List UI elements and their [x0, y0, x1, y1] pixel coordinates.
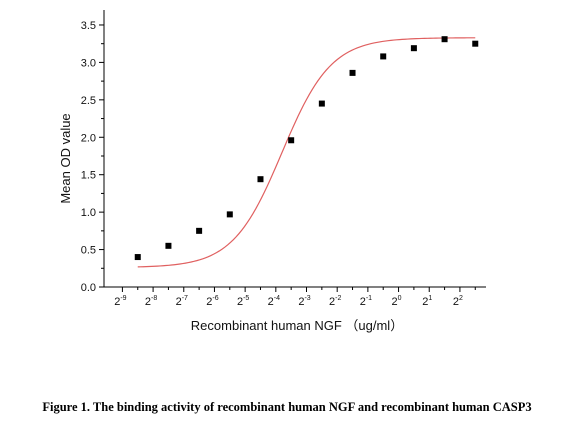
- data-point: [134, 254, 141, 261]
- data-point: [441, 36, 448, 43]
- x-tick-base: 2: [268, 296, 274, 308]
- x-tick-exponent: -3: [304, 295, 310, 302]
- x-tick-exponent: 2: [459, 295, 463, 302]
- data-point: [472, 40, 479, 47]
- y-tick-label: 3.0: [81, 57, 96, 69]
- x-tick-base: 2: [392, 296, 398, 308]
- data-point: [410, 45, 417, 52]
- x-tick-base: 2: [145, 296, 151, 308]
- x-tick-base: 2: [360, 296, 366, 308]
- x-tick-label: 2-3: [298, 295, 310, 308]
- x-tick-label: 2-4: [268, 295, 280, 308]
- y-tick-label: 0.0: [81, 282, 96, 294]
- x-tick-base: 2: [114, 296, 120, 308]
- data-point: [288, 137, 295, 144]
- x-tick-label: 20: [392, 295, 402, 308]
- x-tick-exponent: -5: [243, 295, 249, 302]
- x-tick-label: 21: [422, 295, 432, 308]
- y-tick-label: 1.5: [81, 170, 96, 182]
- x-tick-base: 2: [298, 296, 304, 308]
- x-tick-label: 2-2: [329, 295, 341, 308]
- data-point: [380, 53, 387, 60]
- x-tick-label: 2-1: [360, 295, 372, 308]
- y-axis-label: Mean OD value: [58, 113, 73, 203]
- x-tick-base: 2: [422, 296, 428, 308]
- x-tick-exponent: 1: [428, 295, 432, 302]
- y-tick-label: 2.0: [81, 132, 96, 144]
- x-tick-label: 2-5: [237, 295, 249, 308]
- x-tick-label: 2-8: [145, 295, 157, 308]
- y-tick-label: 2.5: [81, 95, 96, 107]
- y-tick-label: 0.5: [81, 245, 96, 257]
- x-tick-exponent: -4: [274, 295, 280, 302]
- x-tick-label: 2-6: [206, 295, 218, 308]
- chart-area: 0.0 0.5 1.0 1.5 2.0 2.5 3.0 3.5 2-9 2-8 2-7 2-6 2-5 2…: [58, 10, 486, 333]
- x-tick-exponent: -2: [335, 295, 341, 302]
- x-tick-base: 2: [453, 296, 459, 308]
- figure-caption: Figure 1. The binding activity of recomb…: [42, 400, 532, 414]
- x-tick-exponent: -1: [366, 295, 372, 302]
- data-point: [165, 242, 172, 249]
- binding-curve-chart: 0.00.51.01.52.02.53.03.52-9 2-8 2-7 2-6 2-5 2…: [58, 10, 486, 333]
- x-tick-base: 2: [329, 296, 335, 308]
- y-tick-label: 1.0: [81, 207, 96, 219]
- x-axis-label: Recombinant human NGF （ug/ml）: [191, 318, 403, 333]
- y-tick-label: 3.5: [81, 20, 96, 32]
- fit-curve: [137, 37, 476, 268]
- x-tick-exponent: -6: [212, 295, 218, 302]
- x-tick-base: 2: [206, 296, 212, 308]
- x-tick-exponent: -8: [151, 295, 157, 302]
- data-point: [196, 227, 203, 234]
- x-tick-exponent: -9: [120, 295, 126, 302]
- data-point: [257, 176, 264, 183]
- x-tick-exponent: -7: [182, 295, 188, 302]
- x-tick-label: 22: [453, 295, 463, 308]
- x-tick-exponent: 0: [398, 295, 402, 302]
- data-point: [318, 100, 325, 107]
- x-tick-label: 2-9: [114, 295, 126, 308]
- data-point: [349, 69, 356, 76]
- x-tick-base: 2: [237, 296, 243, 308]
- x-tick-label: 2-7: [176, 295, 188, 308]
- data-point: [226, 211, 233, 218]
- x-tick-base: 2: [176, 296, 182, 308]
